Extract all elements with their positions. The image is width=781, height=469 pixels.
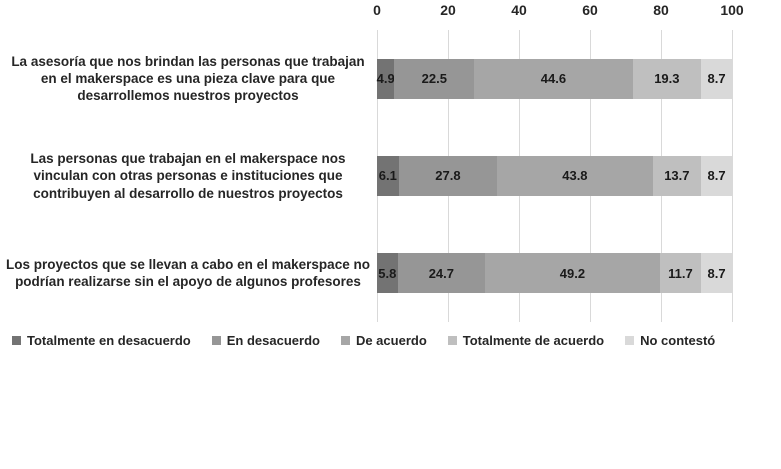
legend-label: En desacuerdo xyxy=(226,332,320,348)
x-axis-tick-label: 20 xyxy=(440,2,456,18)
bar-segment-value: 19.3 xyxy=(654,71,680,87)
category-label: La asesoría que nos brindan las personas… xyxy=(11,53,365,104)
bar-segment: 43.8 xyxy=(497,155,653,196)
bar-segment: 8.7 xyxy=(701,155,732,196)
legend-item: No contestó xyxy=(625,333,715,348)
category-label: Las personas que trabajan en el makerspa… xyxy=(30,151,346,201)
legend-item: Totalmente en desacuerdo xyxy=(12,333,191,348)
x-axis-tick-label: 60 xyxy=(582,2,598,18)
bar-segment: 11.7 xyxy=(659,253,702,294)
legend-swatch-icon xyxy=(625,335,635,345)
legend-label: Totalmente de acuerdo xyxy=(462,332,605,348)
bar-segment-value: 13.7 xyxy=(664,168,690,184)
bar-segment-value: 44.6 xyxy=(540,71,567,87)
bar-segment-value: 27.8 xyxy=(435,168,461,184)
stacked-bar: 5.8 24.7 49.2 11.7 8.7 xyxy=(377,253,732,294)
legend-swatch-icon xyxy=(211,335,221,345)
stacked-bar: 6.1 27.8 43.8 13.7 8.7 xyxy=(377,155,732,196)
bar-row: 6.1 27.8 43.8 13.7 8.7 xyxy=(377,127,732,224)
bar-segment-value: 6.1 xyxy=(378,168,397,184)
gridline xyxy=(731,30,733,322)
bar-segment: 19.3 xyxy=(632,58,702,99)
bar-segment-value: 8.7 xyxy=(707,265,726,281)
x-axis-tick-label: 40 xyxy=(511,2,527,18)
bar-segment-value: 43.8 xyxy=(562,168,588,184)
bar-segment-value: 8.7 xyxy=(707,168,726,184)
bar-segment: 8.7 xyxy=(701,253,732,294)
x-axis: 0 20 40 60 80 100 xyxy=(373,2,744,22)
legend-label: Totalmente en desacuerdo xyxy=(27,332,191,348)
bar-segment: 24.7 xyxy=(397,253,486,294)
bar-segment: 13.7 xyxy=(652,155,702,196)
bar-segment: 4.9 xyxy=(376,58,395,99)
legend-swatch-icon xyxy=(447,335,457,345)
bar-segment: 27.8 xyxy=(398,155,498,196)
bar-segment-value: 22.5 xyxy=(421,71,447,87)
x-axis-tick-label: 100 xyxy=(720,2,744,18)
bar-row: 4.9 22.5 44.6 19.3 8.7 xyxy=(377,30,732,127)
bar-segment: 6.1 xyxy=(377,155,399,196)
plot-area: 4.9 22.5 44.6 19.3 8.7 6.1 27.8 43.8 13.7 8.7 5.8 2… xyxy=(376,30,733,322)
bar-segment: 8.7 xyxy=(701,58,732,99)
legend-swatch-icon xyxy=(12,335,21,345)
bar-segment-value: 8.7 xyxy=(707,71,726,87)
legend-label: No contestó xyxy=(640,332,716,348)
category-label: Los proyectos que se llevan a cabo en el… xyxy=(6,257,370,290)
x-axis-tick-label: 0 xyxy=(373,2,381,18)
bar-row: 5.8 24.7 49.2 11.7 8.7 xyxy=(377,225,732,322)
legend: Totalmente en desacuerdo En desacuerdo De … xyxy=(12,330,757,350)
bar-segment-value: 24.7 xyxy=(428,265,455,281)
legend-item: De acuerdo xyxy=(340,332,427,348)
bar-segment: 44.6 xyxy=(474,58,633,99)
legend-label: De acuerdo xyxy=(355,332,427,348)
bar-segment: 22.5 xyxy=(394,58,475,99)
bar-segment: 5.8 xyxy=(377,253,398,294)
bar-segment-value: 49.2 xyxy=(559,265,586,281)
bar-segment-value: 4.9 xyxy=(376,71,395,87)
legend-swatch-icon xyxy=(340,335,350,345)
bar-segment-value: 5.8 xyxy=(378,265,397,281)
bar-segment-value: 11.7 xyxy=(668,265,693,281)
bar-segment: 49.2 xyxy=(485,253,660,294)
stacked-bar: 4.9 22.5 44.6 19.3 8.7 xyxy=(376,58,732,99)
x-axis-tick-label: 80 xyxy=(653,2,669,18)
legend-item: Totalmente de acuerdo xyxy=(447,332,605,348)
legend-item: En desacuerdo xyxy=(211,332,320,348)
category-labels: La asesoría que nos brindan las personas… xyxy=(0,30,372,322)
